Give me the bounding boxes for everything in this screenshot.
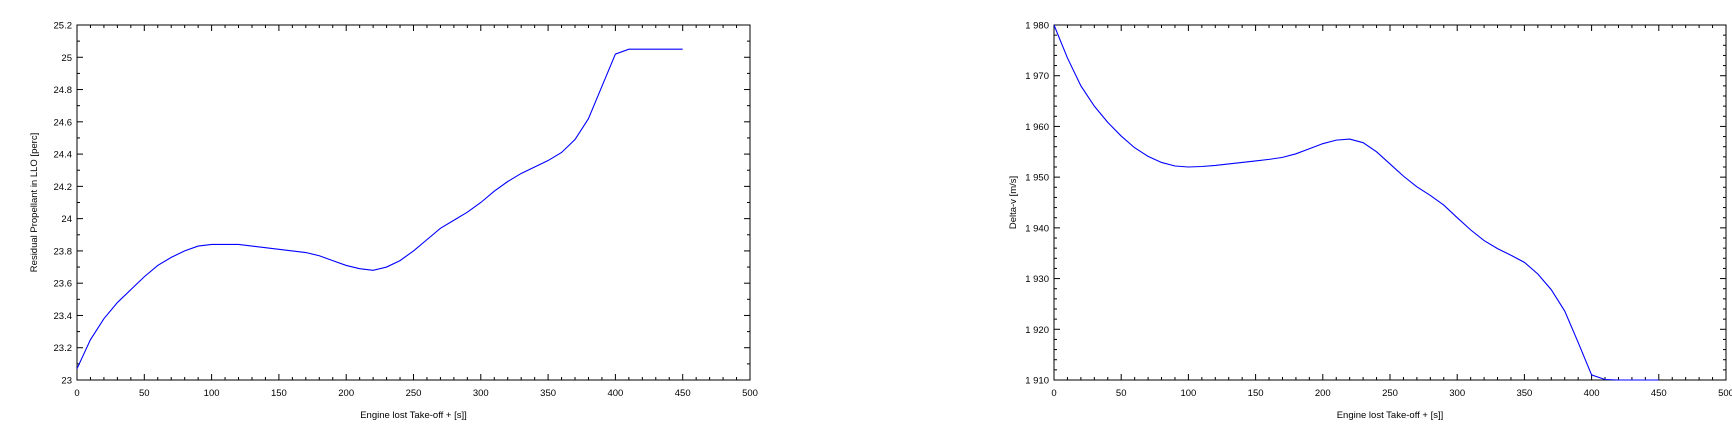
y-tick-label: 24.4 <box>54 150 73 161</box>
x-tick-label: 400 <box>607 388 623 399</box>
x-tick-label: 500 <box>1718 388 1732 399</box>
x-tick-label: 50 <box>139 388 150 399</box>
x-axis-label: Engine lost Take-off + [s]] <box>360 410 467 421</box>
x-tick-label: 100 <box>1180 388 1196 399</box>
x-tick-label: 250 <box>406 388 422 399</box>
x-tick-label: 100 <box>204 388 220 399</box>
plot-frame <box>1053 24 1727 381</box>
y-tick-label: 23.6 <box>54 279 73 290</box>
x-tick-label: 300 <box>1449 388 1465 399</box>
x-tick-label: 450 <box>675 388 691 399</box>
x-tick-label: 200 <box>1315 388 1331 399</box>
x-tick-label: 0 <box>1051 388 1056 399</box>
series-line <box>76 48 683 369</box>
y-tick-label: 23 <box>61 376 72 387</box>
x-axis-label: Engine lost Take-off + [s]] <box>1337 410 1444 421</box>
y-tick-label: 24.8 <box>54 85 73 96</box>
y-tick-label: 1 970 <box>1025 71 1049 82</box>
chart-delta-v: 0 50 100 150 200 250 300 350 400 450 500 1 910 1 920… <box>1008 21 1732 422</box>
chart-residual-propellant: 0 50 100 150 200 250 300 350 400 450 500 23 23.2 23.4… <box>29 21 758 422</box>
y-tick-label: 1 940 <box>1025 223 1049 234</box>
y-tick-label: 23.8 <box>54 246 73 257</box>
x-tick-label: 150 <box>1248 388 1264 399</box>
y-tick-label: 1 960 <box>1025 122 1049 133</box>
y-tick-label: 1 920 <box>1025 325 1049 336</box>
x-tick-label: 350 <box>540 388 556 399</box>
x-tick-label: 200 <box>338 388 354 399</box>
y-tick-label: 1 930 <box>1025 274 1049 285</box>
y-tick-label: 1 980 <box>1025 21 1049 32</box>
x-tick-label: 300 <box>473 388 489 399</box>
plot-frame <box>76 24 751 381</box>
y-tick-label: 25.2 <box>54 21 73 32</box>
x-tick-label: 150 <box>271 388 287 399</box>
x-tick-label: 350 <box>1516 388 1532 399</box>
y-tick-label: 24.2 <box>54 182 73 193</box>
x-tick-label: 400 <box>1584 388 1600 399</box>
x-tick-label: 450 <box>1651 388 1667 399</box>
x-tick-label: 500 <box>742 388 758 399</box>
y-tick-label: 23.2 <box>54 343 73 354</box>
y-axis-label: Residual Propellant in LLO [perc] <box>29 133 40 272</box>
y-axis-label: Delta-v [m/s] <box>1008 176 1019 229</box>
x-tick-label: 0 <box>74 388 79 399</box>
y-tick-label: 1 910 <box>1025 376 1049 387</box>
y-tick-label: 24 <box>61 214 72 225</box>
y-tick-label: 25 <box>61 53 72 64</box>
x-tick-label: 250 <box>1382 388 1398 399</box>
y-tick-label: 23.4 <box>54 311 73 322</box>
y-tick-label: 1 950 <box>1025 173 1049 184</box>
y-tick-label: 24.6 <box>54 117 73 128</box>
series-line <box>1053 24 1659 381</box>
x-tick-label: 50 <box>1116 388 1127 399</box>
